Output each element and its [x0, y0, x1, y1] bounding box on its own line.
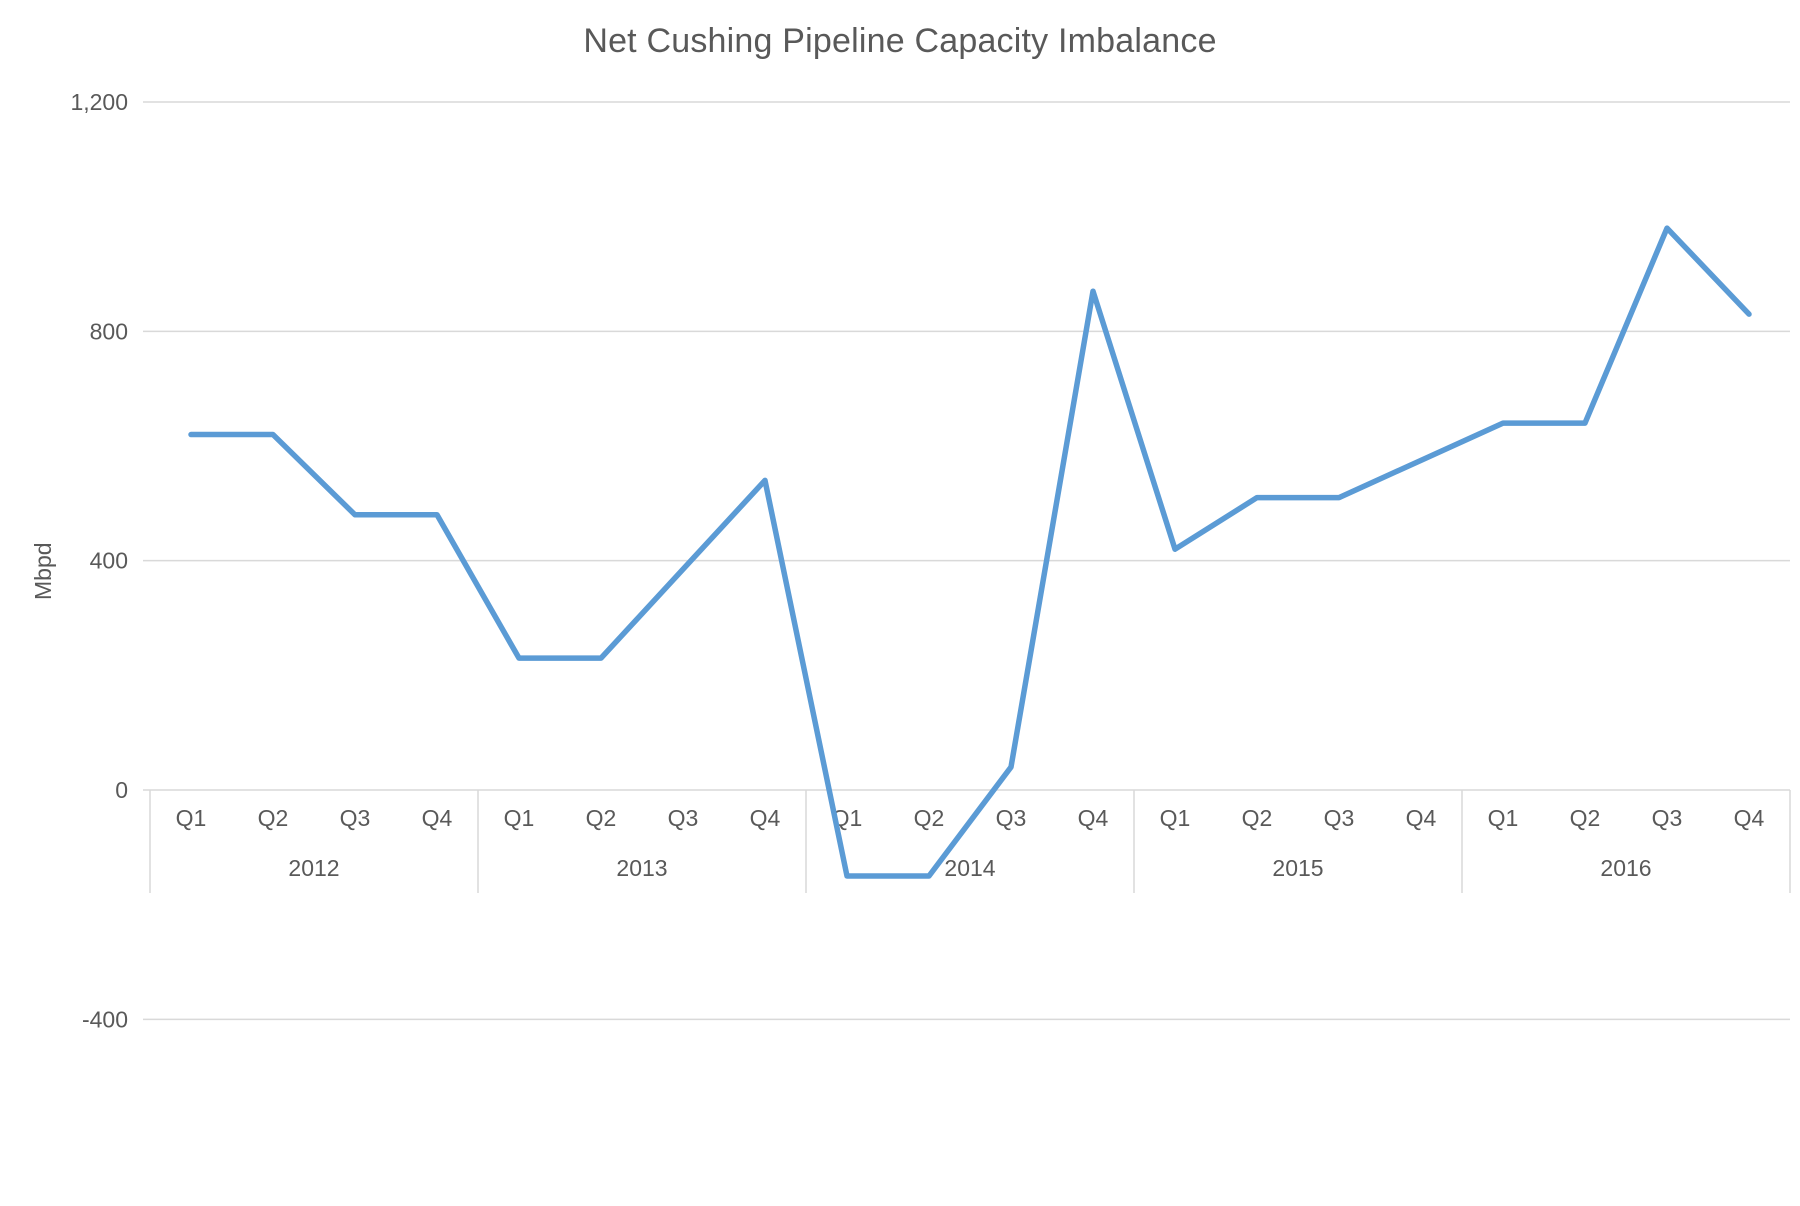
y-tick-label: -400: [82, 1006, 128, 1032]
data-line-series: [188, 225, 1752, 879]
x-year-label: 2016: [1600, 855, 1651, 881]
y-tick-label: 0: [115, 777, 128, 803]
x-year-label: 2014: [944, 855, 995, 881]
x-quarter-label: Q3: [668, 805, 699, 831]
x-quarter-label: Q2: [586, 805, 617, 831]
x-quarter-label: Q3: [1652, 805, 1683, 831]
x-quarter-label: Q3: [340, 805, 371, 831]
x-quarter-label: Q3: [1324, 805, 1355, 831]
x-quarter-label: Q2: [258, 805, 289, 831]
x-quarter-label: Q3: [996, 805, 1027, 831]
chart-title: Net Cushing Pipeline Capacity Imbalance: [583, 22, 1217, 60]
x-year-label: 2012: [288, 855, 339, 881]
x-quarter-label: Q4: [422, 805, 453, 831]
y-tick-label: 400: [90, 548, 128, 574]
x-year-label: 2013: [616, 855, 667, 881]
x-quarter-label: Q1: [176, 805, 207, 831]
y-tick-label: 800: [90, 318, 128, 344]
x-quarter-label: Q4: [1734, 805, 1765, 831]
x-quarter-label: Q4: [1078, 805, 1109, 831]
x-quarter-label: Q1: [504, 805, 535, 831]
x-quarter-label: Q4: [1406, 805, 1437, 831]
y-tick-label: 1,200: [70, 89, 128, 115]
x-quarter-label: Q2: [1570, 805, 1601, 831]
x-quarter-label: Q2: [1242, 805, 1273, 831]
x-quarter-label: Q1: [1160, 805, 1191, 831]
x-quarter-label: Q1: [1488, 805, 1519, 831]
x-quarter-label: Q2: [914, 805, 945, 831]
x-year-label: 2015: [1272, 855, 1323, 881]
x-quarter-label: Q4: [750, 805, 781, 831]
